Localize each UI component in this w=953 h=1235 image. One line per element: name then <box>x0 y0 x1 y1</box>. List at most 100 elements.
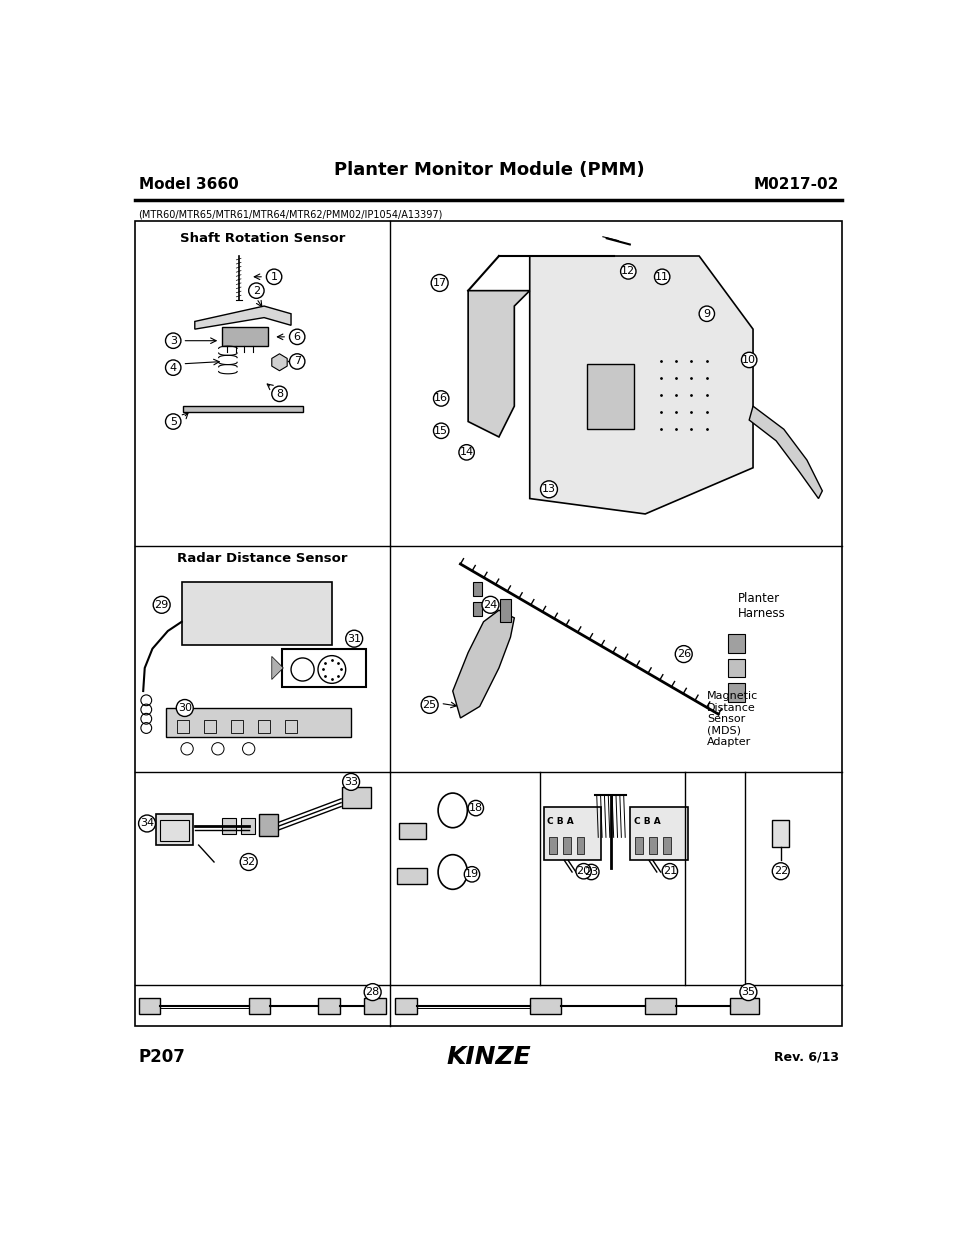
Text: 24: 24 <box>483 600 497 610</box>
Bar <box>529 998 560 1014</box>
Text: 35: 35 <box>740 987 755 997</box>
Text: Planter
Harness: Planter Harness <box>737 593 784 620</box>
Bar <box>221 818 235 834</box>
Bar <box>577 837 584 855</box>
Text: 5: 5 <box>170 416 176 426</box>
Bar <box>473 583 481 597</box>
Circle shape <box>583 864 598 879</box>
Bar <box>231 720 243 732</box>
Circle shape <box>431 274 448 291</box>
Circle shape <box>266 269 281 284</box>
Text: 11: 11 <box>655 272 668 282</box>
Circle shape <box>345 630 362 647</box>
Bar <box>772 820 788 846</box>
Bar <box>728 658 744 677</box>
Polygon shape <box>194 306 291 330</box>
Circle shape <box>289 353 305 369</box>
Bar <box>728 683 744 701</box>
Bar <box>629 806 687 861</box>
Bar <box>473 601 481 615</box>
Text: 6: 6 <box>294 332 300 342</box>
Text: 21: 21 <box>662 866 677 876</box>
Bar <box>181 582 332 645</box>
Bar <box>648 837 656 855</box>
Circle shape <box>364 983 381 1000</box>
Bar <box>562 837 570 855</box>
Bar <box>396 868 426 883</box>
Bar <box>662 837 670 855</box>
Circle shape <box>240 853 257 871</box>
Text: 3: 3 <box>170 336 176 346</box>
Text: 30: 30 <box>177 703 192 713</box>
Bar <box>138 998 160 1014</box>
Text: 25: 25 <box>422 700 436 710</box>
Text: 13: 13 <box>541 484 556 494</box>
Polygon shape <box>183 406 302 412</box>
Bar <box>635 837 642 855</box>
Circle shape <box>272 387 287 401</box>
Text: 26: 26 <box>676 650 690 659</box>
Text: Planter Monitor Module (PMM): Planter Monitor Module (PMM) <box>334 161 643 179</box>
Bar <box>204 720 216 732</box>
Polygon shape <box>529 256 752 514</box>
Text: 34: 34 <box>140 819 154 829</box>
Text: 1: 1 <box>271 272 277 282</box>
Circle shape <box>468 800 483 816</box>
Circle shape <box>675 646 692 662</box>
Bar <box>258 814 277 836</box>
Text: 7: 7 <box>294 357 300 367</box>
Text: 10: 10 <box>741 354 756 366</box>
Bar <box>156 814 193 845</box>
Text: M0217-02: M0217-02 <box>753 177 839 191</box>
Circle shape <box>153 597 170 614</box>
Bar <box>166 708 351 737</box>
Bar <box>644 998 676 1014</box>
Circle shape <box>464 867 479 882</box>
Text: P207: P207 <box>138 1047 185 1066</box>
Circle shape <box>654 269 669 284</box>
Text: 4: 4 <box>170 363 176 373</box>
Polygon shape <box>468 290 529 437</box>
Circle shape <box>166 414 181 430</box>
Circle shape <box>166 333 181 348</box>
Bar <box>177 720 190 732</box>
Circle shape <box>620 264 636 279</box>
Polygon shape <box>272 656 283 679</box>
Polygon shape <box>748 406 821 499</box>
Circle shape <box>420 697 437 714</box>
Circle shape <box>249 283 264 299</box>
Bar <box>249 998 270 1014</box>
Text: C B A: C B A <box>547 818 574 826</box>
Bar <box>548 837 557 855</box>
Text: Magnetic
Distance
Sensor
(MDS)
Adapter: Magnetic Distance Sensor (MDS) Adapter <box>706 692 758 747</box>
Bar <box>257 720 270 732</box>
Bar <box>587 364 633 430</box>
Circle shape <box>458 445 474 461</box>
Text: 31: 31 <box>347 634 361 643</box>
Text: 18: 18 <box>468 803 482 813</box>
Bar <box>543 806 600 861</box>
Text: Model 3660: Model 3660 <box>138 177 238 191</box>
Text: Shaft Rotation Sensor: Shaft Rotation Sensor <box>180 232 345 245</box>
Bar <box>285 720 297 732</box>
Text: 12: 12 <box>620 267 635 277</box>
Text: 33: 33 <box>344 777 357 787</box>
Text: C B A: C B A <box>633 818 659 826</box>
Text: 23: 23 <box>583 867 598 877</box>
Circle shape <box>166 359 181 375</box>
Text: 14: 14 <box>459 447 473 457</box>
Polygon shape <box>272 353 287 370</box>
Circle shape <box>740 352 756 368</box>
Text: Radar Distance Sensor: Radar Distance Sensor <box>177 552 348 566</box>
Text: 22: 22 <box>773 866 787 876</box>
Circle shape <box>699 306 714 321</box>
Text: 29: 29 <box>154 600 169 610</box>
Text: KINZE: KINZE <box>446 1045 531 1068</box>
Circle shape <box>433 390 449 406</box>
Bar <box>728 634 744 652</box>
Text: (MTR60/MTR65/MTR61/MTR64/MTR62/PMM02/IP1054/A13397): (MTR60/MTR65/MTR61/MTR64/MTR62/PMM02/IP1… <box>138 210 442 220</box>
Bar <box>241 818 254 834</box>
Text: 2: 2 <box>253 285 259 295</box>
Circle shape <box>138 815 155 832</box>
Bar <box>395 998 416 1014</box>
